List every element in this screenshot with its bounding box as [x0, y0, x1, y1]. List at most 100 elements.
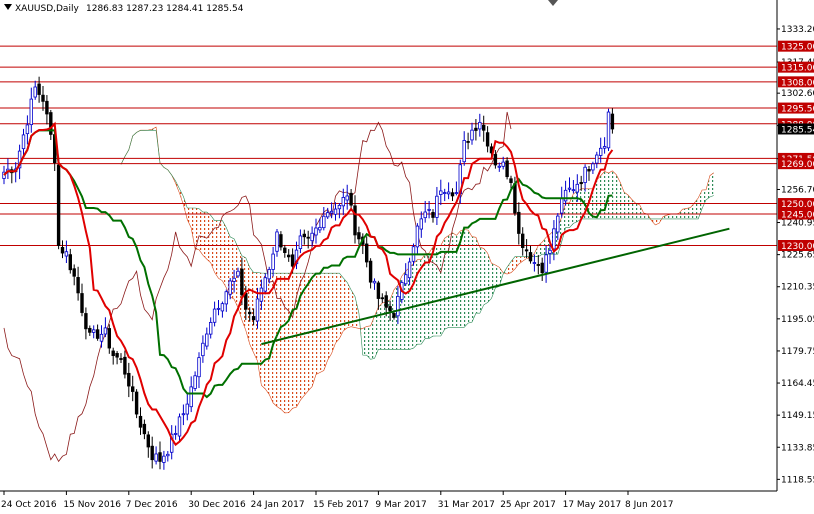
candle: [532, 254, 537, 272]
candle-body: [392, 313, 396, 318]
candle-body: [485, 132, 490, 147]
candle: [142, 419, 147, 440]
candle: [181, 404, 186, 426]
candle: [80, 283, 84, 317]
candle: [528, 245, 533, 264]
candle: [575, 174, 579, 202]
candle-body: [240, 268, 244, 296]
candle: [454, 181, 459, 196]
candle: [115, 351, 119, 365]
candle: [599, 137, 603, 163]
candle-body: [162, 455, 166, 463]
kijun-line: [3, 129, 613, 399]
x-tick-label: 15 Nov 2016: [63, 500, 121, 510]
candle: [99, 325, 104, 348]
candle-body: [306, 236, 310, 239]
candle-body: [267, 269, 271, 280]
scroll-marker-icon[interactable]: [548, 0, 558, 6]
candle-body: [325, 212, 330, 218]
candle: [333, 202, 338, 221]
candle-body: [33, 86, 37, 98]
candle: [544, 245, 548, 283]
candle: [255, 287, 260, 329]
candle: [384, 291, 388, 317]
candle: [2, 165, 6, 185]
candle-body: [560, 197, 564, 214]
candle: [337, 203, 342, 219]
candle-body: [177, 416, 182, 437]
level-label: 1269.00: [781, 160, 814, 170]
candle-body: [185, 403, 189, 415]
candle: [29, 87, 33, 133]
level-label-bg: [778, 208, 814, 220]
candle-body: [439, 190, 443, 195]
candle: [485, 126, 490, 153]
candle: [353, 195, 357, 244]
candle-body: [84, 313, 88, 330]
candle-body: [41, 94, 45, 102]
candle: [72, 264, 76, 286]
candle-body: [224, 291, 228, 305]
candle: [493, 150, 498, 169]
y-tick-label: 1225.65: [781, 251, 814, 261]
candle-body: [329, 210, 334, 214]
candle: [606, 108, 611, 152]
candle-body: [290, 254, 295, 267]
trendline: [261, 227, 730, 346]
candle-body: [99, 333, 104, 342]
level-label-bg: [778, 61, 814, 73]
candle: [216, 300, 221, 316]
candle-body: [571, 189, 576, 192]
candle: [185, 393, 189, 421]
candle: [548, 244, 552, 264]
y-tick-label: 1118.55: [781, 475, 814, 485]
candle-body: [146, 434, 150, 448]
candle-body: [407, 261, 412, 279]
candle-body: [388, 306, 392, 312]
candle-body: [606, 111, 611, 149]
candle: [271, 246, 275, 277]
candle-body: [599, 147, 603, 156]
candle: [439, 179, 443, 206]
candle: [571, 180, 576, 194]
x-tick-label: 17 May 2017: [563, 500, 622, 510]
ohlc-readout: 1286.83 1287.23 1284.41 1285.54: [86, 4, 244, 14]
candle: [25, 115, 30, 145]
candle: [64, 240, 69, 263]
candle: [567, 177, 572, 193]
candle-body: [138, 415, 143, 428]
candle-body: [513, 183, 517, 214]
y-tick-label: 1179.75: [781, 347, 814, 357]
plot-area: [0, 45, 777, 470]
candle: [154, 446, 158, 465]
level-label: 1308.00: [781, 78, 814, 88]
candle-body: [524, 249, 529, 252]
candle-body: [193, 375, 197, 389]
candle-body: [318, 226, 322, 231]
collapse-triangle-icon[interactable]: [4, 4, 12, 10]
candle-body: [169, 433, 174, 453]
candle: [579, 175, 583, 191]
candle: [127, 362, 131, 398]
candle-body: [25, 124, 30, 135]
candle-body: [130, 386, 135, 392]
candle: [111, 347, 115, 365]
candle-body: [220, 303, 225, 312]
candle: [283, 244, 287, 258]
candle-body: [384, 295, 388, 308]
candle-body: [349, 192, 353, 206]
candle: [509, 175, 513, 191]
x-tick-label: 31 Mar 2017: [438, 500, 495, 510]
candle-body: [481, 124, 486, 131]
candle: [349, 189, 353, 211]
candle: [587, 166, 591, 181]
candle: [17, 144, 22, 180]
candle-body: [333, 208, 338, 215]
candle-body: [579, 182, 583, 185]
candle: [481, 115, 486, 142]
candle: [602, 137, 607, 154]
candle-body: [345, 195, 349, 201]
level-label: 1295.50: [781, 105, 814, 115]
candle-body: [244, 292, 248, 310]
level-label-bg: [778, 76, 814, 88]
